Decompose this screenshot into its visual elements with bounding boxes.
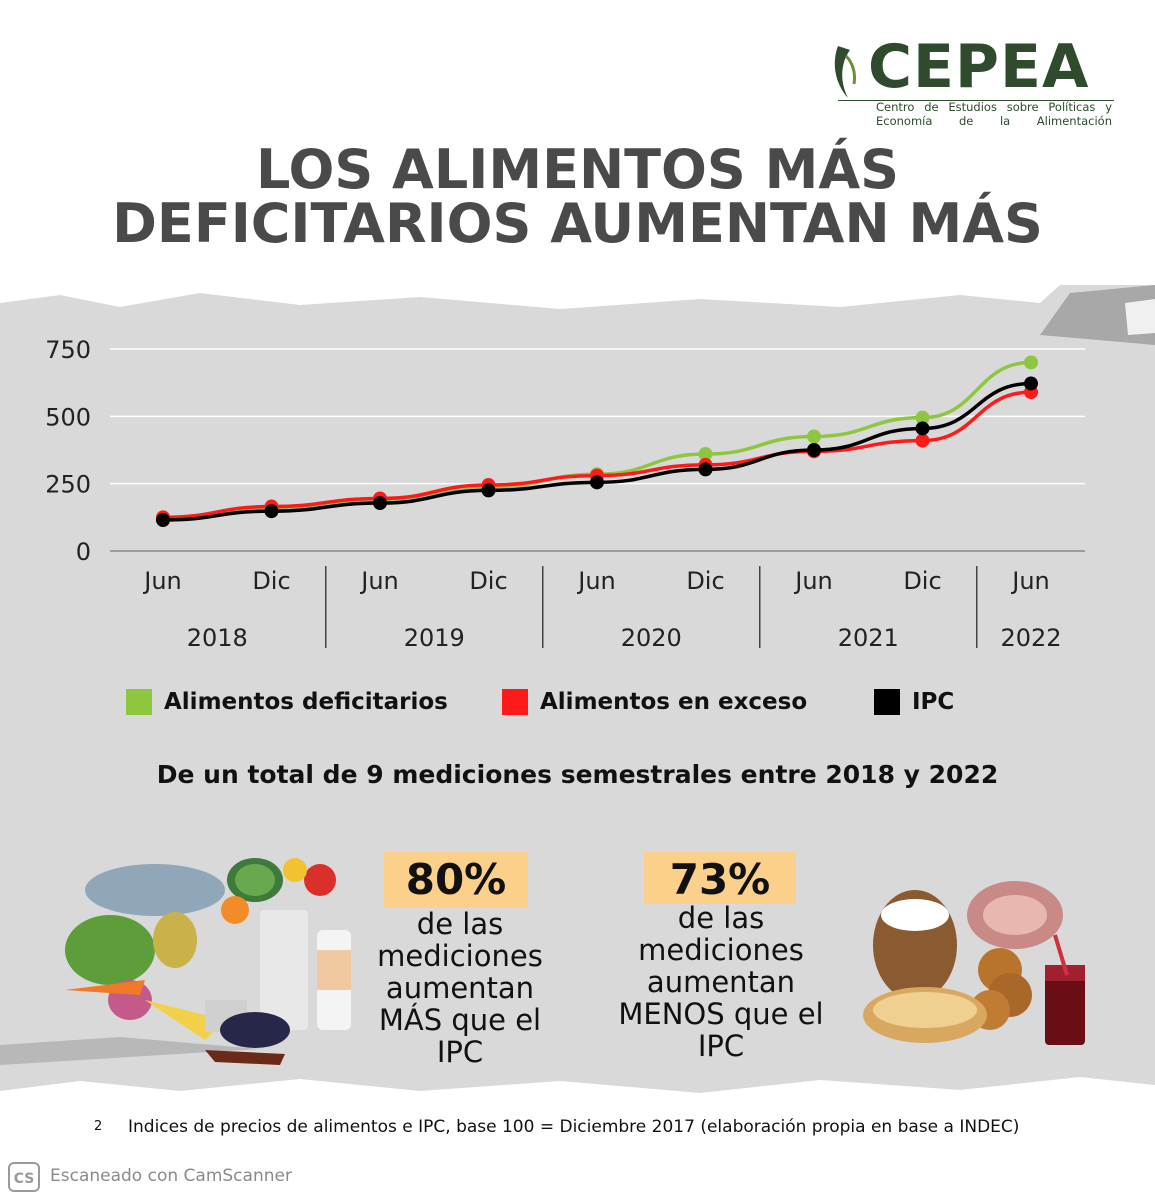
- x-tick-label: Dic: [252, 567, 290, 595]
- line-chart: 0 250 500 750 Jun Dic Jun Dic Jun Dic Jun Dic Jun 201…: [45, 336, 1085, 652]
- stat-line: aumentan: [385, 971, 535, 1005]
- x-tick-label: Jun: [576, 567, 616, 595]
- series-line-exceso: [162, 390, 1032, 520]
- legend-item-deficitarios: Alimentos deficitarios: [126, 685, 448, 719]
- stat-description-2: de las mediciones aumentan MENOS que el …: [606, 902, 836, 1062]
- legend-item-ipc: IPC: [874, 685, 954, 719]
- camscanner-icon: CS: [8, 1162, 40, 1192]
- data-point: [1024, 355, 1038, 370]
- data-point: [481, 483, 496, 498]
- data-point: [373, 496, 387, 511]
- stat-line: de las: [416, 907, 504, 941]
- stat-line: mediciones: [377, 939, 543, 973]
- gray-background-band: [0, 285, 1155, 1093]
- year-label: 2020: [621, 624, 682, 652]
- page-title-line1: LOS ALIMENTOS MÁS: [255, 138, 900, 201]
- stat-description-1: de las mediciones aumentan MÁS que el IP…: [350, 908, 570, 1068]
- stat-line: aumentan: [646, 965, 796, 999]
- data-point: [807, 443, 821, 457]
- legend-swatch: [502, 689, 528, 715]
- logo-name: CEPEA: [868, 32, 1090, 102]
- stat-percentage-80: 80%: [384, 852, 528, 908]
- y-tick-label: 0: [76, 538, 91, 566]
- data-point: [915, 421, 930, 436]
- summary-text: De un total de 9 mediciones semestrales …: [156, 760, 999, 789]
- x-tick-label: Jun: [1010, 567, 1050, 595]
- stat-line: MÁS que el: [378, 1003, 542, 1037]
- y-tick-label: 250: [45, 471, 91, 499]
- data-point: [698, 462, 713, 477]
- legend-item-exceso: Alimentos en exceso: [502, 685, 807, 719]
- y-tick-label: 750: [45, 336, 91, 364]
- legend-label: Alimentos en exceso: [540, 689, 808, 715]
- data-point: [590, 475, 604, 490]
- camscanner-text: Escaneado con CamScanner: [50, 1166, 292, 1186]
- stat-line: IPC: [436, 1035, 484, 1069]
- legend-label: Alimentos deficitarios: [164, 689, 448, 715]
- stat-line: de las: [677, 901, 765, 935]
- legend-swatch: [874, 689, 900, 715]
- legend-swatch: [126, 689, 152, 715]
- x-tick-label: Jun: [142, 567, 182, 595]
- data-point: [698, 447, 713, 462]
- legend-label: IPC: [912, 689, 955, 715]
- leaf-icon: [834, 46, 856, 98]
- stat-line: IPC: [697, 1029, 745, 1063]
- series-line-ipc: [162, 381, 1032, 522]
- stat-percentage-73: 73%: [644, 852, 796, 904]
- year-label: 2018: [187, 624, 248, 652]
- x-tick-label: Dic: [903, 567, 941, 595]
- footnote-text: Indices de precios de alimentos e IPC, b…: [128, 1117, 1020, 1137]
- cepea-logo: CEPEA Centro de Estudios sobre Políticas…: [830, 32, 1120, 130]
- stat-line: mediciones: [638, 933, 804, 967]
- footnote-number: 2: [94, 1119, 103, 1134]
- x-tick-label: Jun: [793, 567, 833, 595]
- y-tick-label: 500: [45, 403, 91, 431]
- year-label: 2022: [1000, 624, 1061, 652]
- page-title-line2: DEFICITARIOS AUMENTAN MÁS: [112, 192, 1043, 255]
- stat-line: MENOS que el: [618, 997, 824, 1031]
- data-point: [264, 504, 279, 519]
- year-label: 2021: [838, 624, 899, 652]
- fresh-food-illustration: [65, 858, 351, 1065]
- logo-subtitle-line2: Economía de la Alimentación: [876, 114, 1112, 128]
- x-tick-label: Dic: [469, 567, 507, 595]
- x-tick-label: Jun: [359, 567, 399, 595]
- x-tick-label: Dic: [686, 567, 724, 595]
- year-label: 2019: [404, 624, 465, 652]
- logo-subtitle: Centro de Estudios sobre Políticas y Eco…: [876, 100, 1112, 128]
- logo-divider: [838, 100, 1114, 101]
- data-point: [915, 433, 930, 448]
- logo-subtitle-line1: Centro de Estudios sobre Políticas y: [876, 100, 1112, 114]
- data-point: [915, 410, 930, 425]
- processed-food-illustration: [863, 881, 1085, 1045]
- data-point: [1024, 376, 1038, 391]
- data-point: [156, 513, 170, 528]
- data-point: [807, 429, 821, 444]
